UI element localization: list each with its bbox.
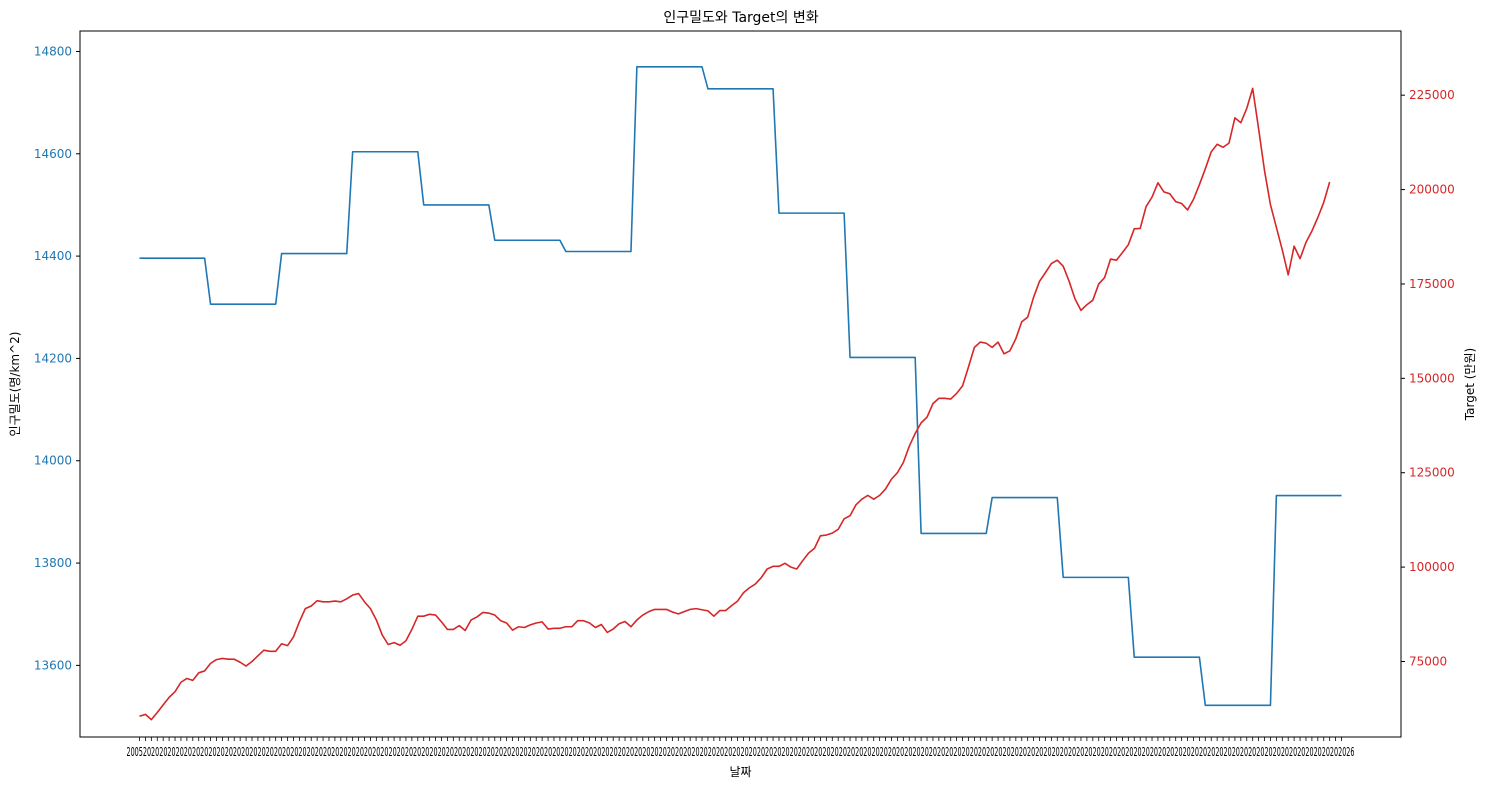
left-tick-label: 14200 <box>34 351 72 365</box>
right-tick-label: 75000 <box>1409 654 1447 668</box>
x-axis: 2005202020202020202020202020202020202020… <box>127 737 1355 759</box>
right-tick-label: 225000 <box>1409 88 1455 102</box>
left-tick-label: 14800 <box>34 44 72 58</box>
left-tick-label: 13800 <box>34 556 72 570</box>
right-tick-label: 125000 <box>1409 466 1455 480</box>
right-tick-label: 100000 <box>1409 560 1455 574</box>
chart-title: 인구밀도와 Target의 변화 <box>663 10 818 26</box>
left-y-axis: 13600 13800 14000 14200 14400 14600 14800 <box>34 44 80 672</box>
right-tick-label: 150000 <box>1409 371 1455 385</box>
series-line-population-density <box>139 66 1342 707</box>
right-y-axis: 75000 100000 125000 150000 175000 200000 22500… <box>1401 88 1455 668</box>
left-tick-label: 14400 <box>34 249 72 263</box>
left-y-axis-label: 인구밀도(명/km^2) <box>8 332 22 437</box>
plot-frame <box>79 30 1402 738</box>
left-tick-label: 14600 <box>34 147 72 161</box>
right-tick-label: 175000 <box>1409 277 1455 291</box>
right-tick-label: 200000 <box>1409 183 1455 197</box>
left-tick-label: 14000 <box>34 454 72 468</box>
series-layer <box>139 66 1342 721</box>
series-line-target <box>139 87 1331 721</box>
x-tick-labels-overlapped: 2005202020202020202020202020202020202020… <box>127 745 1355 759</box>
right-y-axis-label: Target (만원) <box>1463 348 1477 421</box>
left-tick-label: 13600 <box>34 658 72 672</box>
x-axis-label: 날짜 <box>729 765 751 779</box>
